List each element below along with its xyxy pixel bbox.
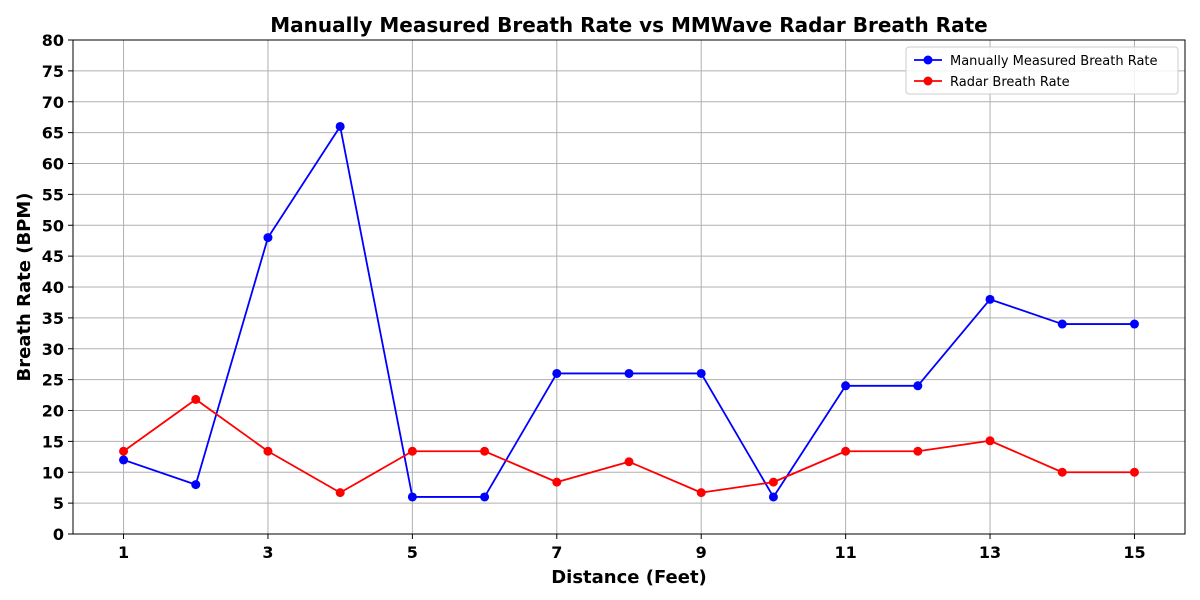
data-point [191,394,201,404]
x-tick-label: 9 [696,543,707,562]
legend-entry: Radar Breath Rate [914,75,1070,90]
data-point [768,477,778,487]
data-point [841,381,851,391]
data-point [263,233,273,243]
data-point [841,446,851,456]
y-tick-label: 40 [42,278,64,297]
data-point [696,368,706,378]
y-tick-label: 55 [42,185,64,204]
y-tick-label: 65 [42,124,64,143]
y-tick-label: 60 [42,155,64,174]
data-point [1129,467,1139,477]
y-tick-label: 50 [42,216,64,235]
y-tick-label: 45 [42,247,64,266]
y-tick-label: 10 [42,463,64,482]
legend-label: Manually Measured Breath Rate [950,54,1158,69]
legend: Manually Measured Breath Rate Radar Breat… [905,46,1179,95]
y-tick-label: 20 [42,402,64,421]
data-point [119,446,129,456]
series-1 [119,121,1139,502]
legend-marker [923,55,933,65]
y-tick-label: 70 [42,93,64,112]
y-tick-label: 30 [42,340,64,359]
x-axis-label: Distance (Feet) [551,567,707,588]
legend-label: Radar Breath Rate [950,75,1070,90]
data-point [696,488,706,498]
y-tick-label: 25 [42,371,64,390]
data-point [1129,319,1139,329]
y-axis-label: Breath Rate (BPM) [14,193,35,382]
data-point [263,446,273,456]
x-tick-label: 7 [551,543,562,562]
data-point [119,455,129,465]
series-2 [119,394,1139,498]
x-tick-label: 11 [834,543,856,562]
data-point [768,492,778,502]
legend-box [905,46,1179,95]
data-point [480,446,490,456]
x-tick-label: 13 [979,543,1001,562]
chart-title: Manually Measured Breath Rate vs MMWave … [270,13,987,37]
y-tick-label: 5 [53,494,64,513]
data-point [985,436,995,446]
data-point [552,368,562,378]
x-tick-label: 1 [118,543,129,562]
x-tick-label: 15 [1123,543,1145,562]
y-tick-label: 75 [42,62,64,81]
y-tick-label: 80 [42,31,64,50]
x-axis-ticks: 1 3 5 7 9 11 13 15 [118,534,1146,562]
y-tick-label: 0 [53,525,64,544]
x-tick-label: 5 [407,543,418,562]
data-point [407,446,417,456]
series-line [123,398,1135,494]
data-point [913,381,923,391]
data-point [480,492,490,502]
y-tick-label: 35 [42,309,64,328]
data-point [624,368,634,378]
data-point [1057,319,1067,329]
y-axis-ticks: 0 5 10 15 20 25 30 35 40 45 50 55 60 65 70 75 80 [42,31,73,544]
data-point [624,457,634,467]
data-point [407,492,417,502]
legend-marker [923,76,933,86]
y-tick-label: 15 [42,432,64,451]
data-point [552,477,562,487]
x-tick-label: 3 [262,543,273,562]
series-layer [119,121,1139,502]
data-point [335,488,345,498]
data-point [985,294,995,304]
legend-entry: Manually Measured Breath Rate [914,54,1158,69]
data-point [335,121,345,131]
data-point [191,480,201,490]
data-point [1057,467,1067,477]
data-point [913,446,923,456]
